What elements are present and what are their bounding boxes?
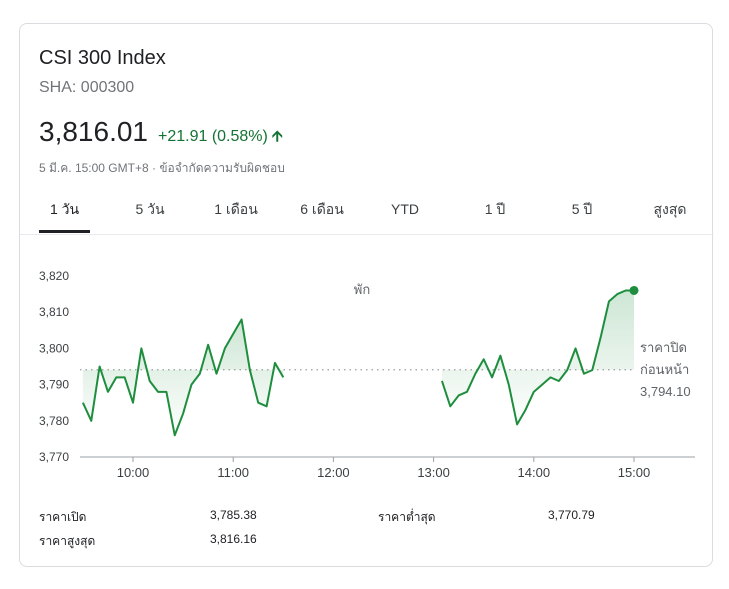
y-tick-label: 3,790 — [39, 378, 69, 392]
current-price: 3,816.01 — [39, 116, 148, 147]
price-row: 3,816.01 +21.91 (0.58%) 🡩 — [39, 116, 283, 151]
tab-1-day[interactable]: 1 วัน — [49, 201, 80, 217]
x-tick-label: 14:00 — [518, 465, 551, 480]
stat-high-label: ราคาสูงสุด — [39, 534, 96, 548]
stat-high-value: 3,816.16 — [210, 532, 257, 546]
x-tick-label: 10:00 — [117, 465, 150, 480]
stat-open-value: 3,785.38 — [210, 508, 257, 522]
lunch-break-label: พัก — [354, 282, 370, 297]
intraday-line-chart: 3,820 3,810 3,800 3,790 3,780 3,770 10:00 11:00… — [39, 269, 695, 480]
previous-close-label: ก่อนหน้า — [640, 362, 689, 377]
tab-1-year[interactable]: 1 ปี — [484, 201, 506, 217]
stock-card: CSI 300 Index SHA: 000300 3,816.01 +21.9… — [19, 23, 714, 567]
x-tick-label: 11:00 — [217, 465, 249, 480]
y-tick-label: 3,820 — [39, 269, 69, 283]
index-title: CSI 300 Index — [39, 47, 166, 69]
x-tick-label: 13:00 — [417, 465, 450, 480]
tab-ytd[interactable]: YTD — [391, 201, 419, 217]
y-tick-label: 3,770 — [39, 450, 69, 464]
last-price-dot — [629, 285, 639, 295]
y-tick-label: 3,810 — [39, 305, 69, 319]
morning-session-line — [81, 318, 285, 437]
tab-6-month[interactable]: 6 เดือน — [300, 201, 344, 217]
stat-low-label: ราคาต่ำสุด — [378, 510, 436, 524]
tab-5-day[interactable]: 5 วัน — [135, 201, 165, 217]
afternoon-session-area — [441, 290, 634, 425]
range-tabs: 1 วัน 5 วัน 1 เดือน 6 เดือน YTD 1 ปี 5 ป… — [20, 192, 714, 235]
tab-max[interactable]: สูงสุด — [653, 201, 687, 217]
ticker-symbol: SHA: 000300 — [39, 79, 135, 96]
stat-open-label: ราคาเปิด — [39, 510, 87, 524]
active-tab-indicator — [39, 230, 90, 233]
morning-session-area — [82, 319, 284, 436]
y-tick-label: 3,780 — [39, 414, 69, 428]
arrow-up-icon: 🡩 — [271, 128, 283, 145]
y-tick-label: 3,800 — [39, 341, 69, 355]
x-tick-label: 12:00 — [317, 465, 350, 480]
timestamp-disclaimer: 5 มี.ค. 15:00 GMT+8 · ข้อจำกัดความรับผิด… — [39, 161, 285, 175]
x-tick-label: 15:00 — [618, 465, 651, 480]
stat-low-value: 3,770.79 — [548, 508, 595, 522]
afternoon-session-line — [441, 289, 634, 426]
previous-close-label: ราคาปิด — [640, 340, 687, 355]
tab-5-year[interactable]: 5 ปี — [571, 201, 593, 217]
tab-1-month[interactable]: 1 เดือน — [214, 201, 258, 217]
price-change: +21.91 (0.58%) — [158, 128, 268, 145]
previous-close-value: 3,794.10 — [640, 384, 691, 399]
